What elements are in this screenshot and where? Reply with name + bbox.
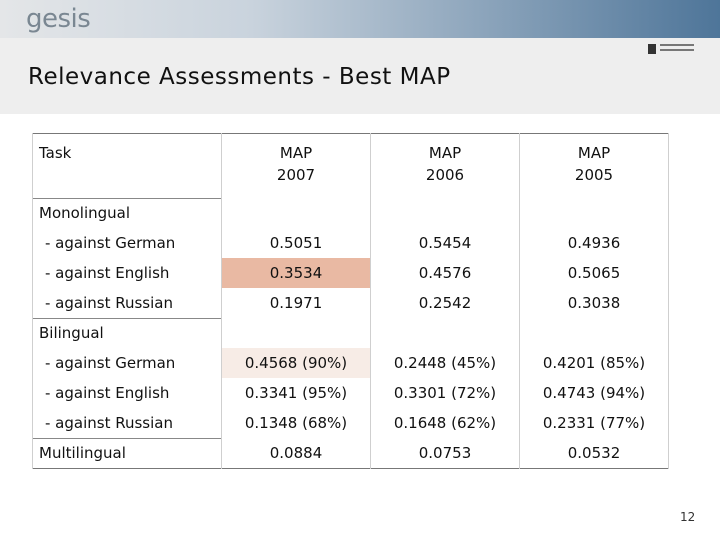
table-row: Bilingual <box>32 317 669 348</box>
table-row: - against Russian 0.1348 (68%) 0.1648 (62%… <box>32 408 669 438</box>
header-label: Task <box>39 144 72 162</box>
value-cell: 0.3534 <box>221 258 371 288</box>
table-row: Multilingual 0.0884 0.0753 0.0532 <box>32 437 669 469</box>
value-cell: 0.4743 (94%) <box>519 378 669 408</box>
value-cell: 0.2331 (77%) <box>519 408 669 438</box>
value-cell: 0.4576 <box>370 258 520 288</box>
value-cell: 0.3301 (72%) <box>370 378 520 408</box>
value-cell: 0.5051 <box>221 228 371 258</box>
value-cell: 0.4936 <box>519 228 669 258</box>
empty-cell <box>519 198 669 228</box>
value-cell: 0.2448 (45%) <box>370 348 520 378</box>
table-row: Monolingual <box>32 197 669 228</box>
page-number: 12 <box>680 510 696 524</box>
header-year: 2005 <box>574 166 614 184</box>
task-cell: - against German <box>32 348 222 378</box>
header-cell: MAP 2006 <box>370 133 520 198</box>
value-cell: 0.4568 (90%) <box>221 348 371 378</box>
value-cell: 0.1348 (68%) <box>221 408 371 438</box>
header-cell: MAP 2005 <box>519 133 669 198</box>
header-year: 2007 <box>276 166 316 184</box>
value-cell: 0.3038 <box>519 288 669 318</box>
table-row: - against English 0.3341 (95%) 0.3301 (72%… <box>32 378 669 408</box>
table-row: - against Russian 0.1971 0.2542 0.3038 <box>32 288 669 318</box>
title-band <box>0 38 720 114</box>
value-cell: 0.0884 <box>221 438 371 469</box>
empty-cell <box>519 318 669 348</box>
header-label: MAP <box>279 144 313 162</box>
header-row: Task MAP 2007 MAP 2006 MAP 2005 <box>32 133 669 198</box>
value-cell: 0.0753 <box>370 438 520 469</box>
results-table: Task MAP 2007 MAP 2006 MAP 2005 Monolingual… <box>32 133 669 469</box>
empty-cell <box>221 318 371 348</box>
header-cell: MAP 2007 <box>221 133 371 198</box>
header-cell: Task <box>32 133 222 198</box>
header-label: MAP <box>428 144 462 162</box>
empty-cell <box>370 318 520 348</box>
value-cell: 0.4201 (85%) <box>519 348 669 378</box>
empty-cell <box>370 198 520 228</box>
partner-logo <box>648 44 656 54</box>
task-cell: - against Russian <box>32 288 222 318</box>
value-cell: 0.5454 <box>370 228 520 258</box>
value-cell: 0.1971 <box>221 288 371 318</box>
partner-logo-text <box>660 44 694 46</box>
task-cell: - against Russian <box>32 408 222 438</box>
header-label: MAP <box>577 144 611 162</box>
header-year: 2006 <box>425 166 465 184</box>
logo: gesis <box>26 4 91 34</box>
task-cell: - against English <box>32 258 222 288</box>
value-cell: 0.0532 <box>519 438 669 469</box>
value-cell: 0.5065 <box>519 258 669 288</box>
slide-title: Relevance Assessments - Best MAP <box>28 64 451 90</box>
header-bar <box>0 0 720 38</box>
task-cell: Multilingual <box>32 437 222 469</box>
empty-cell <box>221 198 371 228</box>
table-row: - against German 0.4568 (90%) 0.2448 (45%)… <box>32 348 669 378</box>
value-cell: 0.3341 (95%) <box>221 378 371 408</box>
table-row: - against English 0.3534 0.4576 0.5065 <box>32 258 669 288</box>
task-cell: Monolingual <box>32 197 222 228</box>
task-cell: - against German <box>32 228 222 258</box>
table-row: - against German 0.5051 0.5454 0.4936 <box>32 228 669 258</box>
task-cell: - against English <box>32 378 222 408</box>
task-cell: Bilingual <box>32 317 222 348</box>
value-cell: 0.1648 (62%) <box>370 408 520 438</box>
value-cell: 0.2542 <box>370 288 520 318</box>
